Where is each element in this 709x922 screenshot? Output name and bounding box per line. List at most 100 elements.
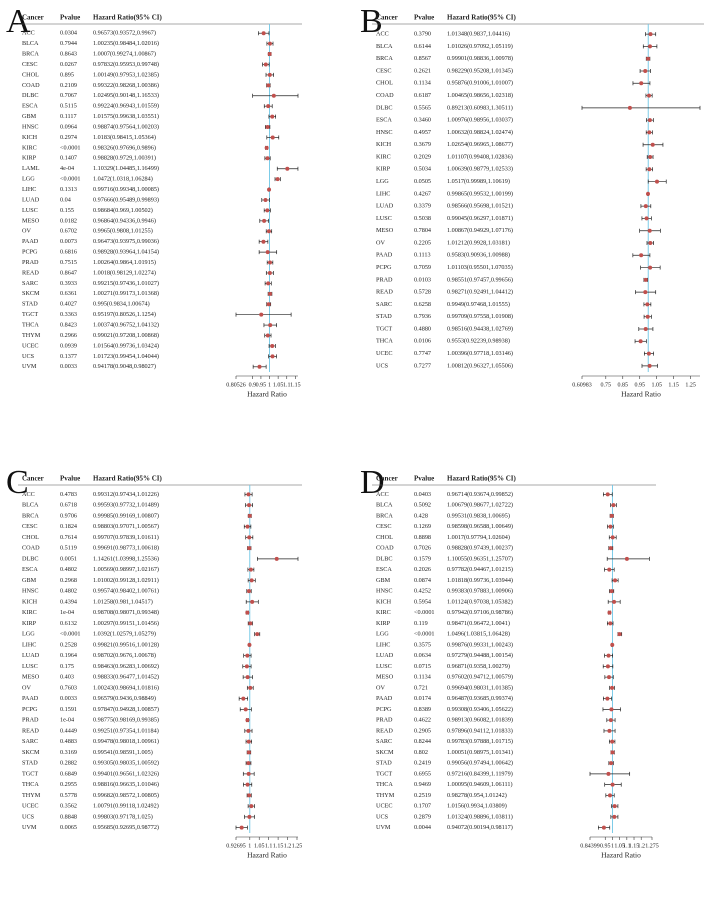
pvalue-label: 0.4957 <box>414 129 431 136</box>
x-axis-label: Hazard Ratio <box>247 390 287 399</box>
pvalue-label: 0.802 <box>414 749 428 756</box>
hr-point <box>261 239 266 244</box>
cancer-label: PAAD <box>22 238 39 245</box>
hr-point <box>245 524 250 529</box>
pvalue-label: 0.6361 <box>60 290 77 297</box>
hr-label: 0.98833(0.96477,1.01452) <box>93 674 159 681</box>
hr-point <box>247 503 252 508</box>
pvalue-label: 0.4027 <box>60 301 77 308</box>
hr-label: 0.94178(0.9048,0.98027) <box>93 363 156 370</box>
hr-label: 0.99876(0.99331,1.00243) <box>447 641 513 648</box>
hr-point <box>639 253 644 258</box>
hr-point <box>285 166 290 171</box>
hr-label: 0.99691(0.98773,1.00618) <box>93 545 159 552</box>
cancer-label: LGG <box>22 631 35 638</box>
cancer-label: GBM <box>22 113 37 120</box>
hr-label: 1.01002(0.99128,1.02911) <box>93 577 159 584</box>
hr-label: 0.97782(0.94467,1.01215) <box>447 566 513 573</box>
cancer-label: PRAD <box>376 276 393 283</box>
hr-label: 1.0007(0.99274,1.00867) <box>93 50 156 57</box>
hr-label: 1.01107(0.99408,1.02836) <box>447 153 513 160</box>
hr-point <box>248 685 253 690</box>
cancer-label: SKCM <box>376 749 394 756</box>
pvalue-label: 0.8848 <box>60 813 77 820</box>
cancer-label: PCPG <box>376 706 392 713</box>
pvalue-label: 0.7936 <box>414 313 431 320</box>
cancer-label: KIRC <box>22 144 37 151</box>
hr-point <box>266 83 271 88</box>
hr-label: 0.98828(0.97439,1.00237) <box>447 545 513 552</box>
hr-label: 0.98702(0.9676,1.00678) <box>93 652 156 659</box>
pvalue-label: 0.4883 <box>60 738 77 745</box>
cancer-label: CESC <box>376 67 391 74</box>
column-header: Hazard Ratio(95% CI) <box>93 475 162 483</box>
hr-point <box>650 142 655 147</box>
cancer-label: LAML <box>22 165 40 172</box>
hr-label: 0.98928(0.93964,1.04154) <box>93 249 159 256</box>
pvalue-label: 0.7944 <box>60 40 77 47</box>
hr-point <box>263 198 268 202</box>
cancer-label: LIHC <box>376 190 390 197</box>
cancer-label: SARC <box>22 280 38 287</box>
cancer-label: LUAD <box>376 652 394 659</box>
cancer-label: LIHC <box>22 641 36 648</box>
cancer-label: DLBC <box>376 104 393 111</box>
hr-point <box>247 814 252 819</box>
pvalue-label: 1e-04 <box>60 717 74 724</box>
hr-label: 0.96579(0.9436,0.98849) <box>93 695 156 702</box>
hr-label: 1.0517(0.99989,1.10619) <box>447 178 510 185</box>
cancer-label: STAD <box>22 301 38 308</box>
pvalue-label: 0.1707 <box>414 803 431 810</box>
x-tick-label: 1.275 <box>645 843 659 849</box>
hr-point <box>263 62 268 67</box>
cancer-label: KIRC <box>22 609 37 616</box>
hr-point <box>606 653 611 658</box>
hr-label: 0.99224(0.96943,1.01559) <box>93 103 159 110</box>
pvalue-label: 0.6702 <box>60 228 77 235</box>
hr-point <box>645 191 650 196</box>
hr-label: 0.98471(0.96472,1.0041) <box>447 620 510 627</box>
pvalue-label: 0.6718 <box>60 502 77 509</box>
hr-point <box>270 114 275 119</box>
hr-point <box>267 270 272 275</box>
pvalue-label: 0.4880 <box>414 325 431 332</box>
hr-label: 1.00374(0.96752,1.04132) <box>93 322 159 329</box>
hr-point <box>265 250 270 255</box>
x-tick-label: 1 <box>248 843 251 849</box>
hr-point <box>247 793 252 798</box>
cancer-label: ESCA <box>22 103 38 110</box>
hr-label: 1.00271(0.99173,1.01368) <box>93 290 159 297</box>
hr-point <box>244 664 249 669</box>
hr-label: 0.96871(0.9358,1.00279) <box>447 663 510 670</box>
pvalue-label: 0.8567 <box>414 55 431 62</box>
hr-label: 0.99707(0.97839,1.01611) <box>93 534 159 541</box>
hr-point <box>245 610 250 615</box>
pvalue-label: 0.1313 <box>60 186 77 193</box>
hr-point <box>627 105 632 110</box>
hr-point <box>647 118 652 123</box>
hr-label: 1.00396(0.97718,1.03146) <box>447 350 513 357</box>
pvalue-label: <0.0001 <box>60 144 81 151</box>
x-tick-label: 1.05 <box>614 843 625 849</box>
pvalue-label: 0.2029 <box>414 153 431 160</box>
cancer-label: LUAD <box>22 652 40 659</box>
cancer-label: ACC <box>376 491 389 498</box>
cancer-label: MESO <box>376 227 394 234</box>
hr-point <box>247 535 252 540</box>
cancer-label: ACC <box>22 30 35 37</box>
hr-label: 0.98551(0.97457,0.99656) <box>447 276 513 283</box>
hr-point <box>265 125 270 130</box>
hr-label: 0.99531(0.9838,1.00695) <box>447 512 510 519</box>
hr-label: 0.95876(0.91006,1.01007) <box>447 80 513 87</box>
hr-point <box>270 343 275 348</box>
cancer-label: THYM <box>376 792 395 799</box>
pvalue-label: 0.0634 <box>414 652 431 659</box>
cancer-label: PRAD <box>376 717 393 724</box>
hr-label: 0.99021(0.97208,1.00868) <box>93 332 159 339</box>
hr-label: 0.99803(0.97178,1.025) <box>93 813 153 820</box>
hr-point <box>267 187 272 192</box>
hr-label: 0.99305(0.98035,1.00592) <box>93 760 159 767</box>
hr-label: 0.99865(0.99532,1.00199) <box>447 190 513 197</box>
